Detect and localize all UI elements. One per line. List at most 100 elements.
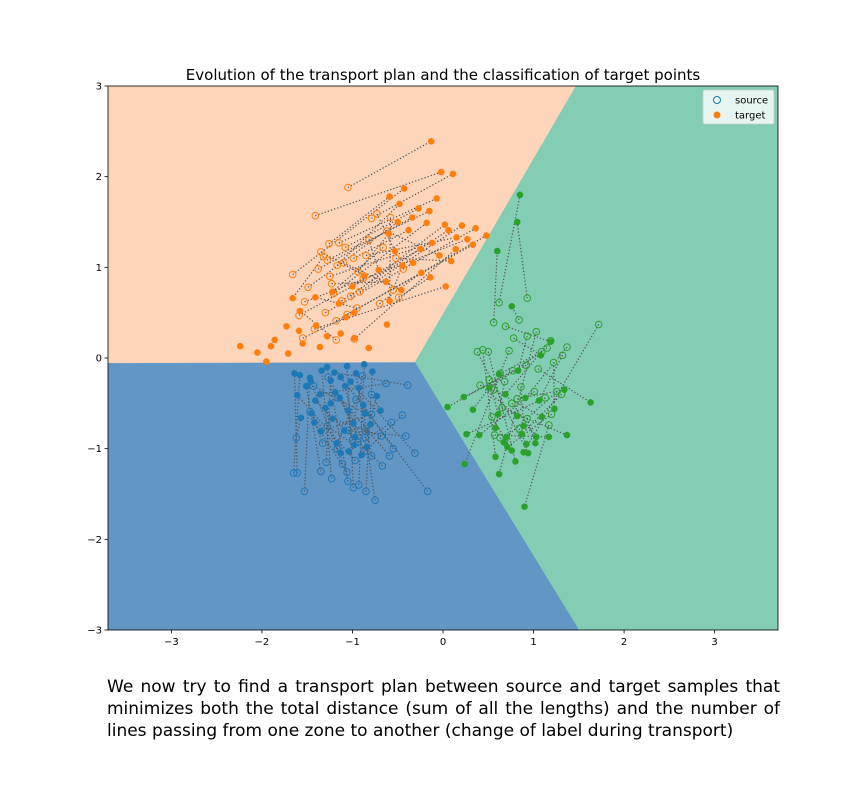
transport-line-green (523, 424, 550, 507)
transport-line-blue (350, 381, 416, 454)
source-point-orange (392, 254, 400, 263)
transport-line-green (493, 250, 498, 323)
target-point-green (533, 433, 540, 441)
target-point-blue (308, 410, 316, 417)
x-tick-label: −1 (345, 637, 360, 648)
legend-box (702, 89, 775, 125)
transport-line-green (479, 384, 518, 417)
target-point-green (492, 424, 499, 432)
transport-line-green (524, 346, 568, 399)
target-point-blue (358, 451, 365, 459)
source-point-green (522, 361, 531, 370)
source-point-blue (382, 379, 390, 388)
x-tick-label: −2 (255, 637, 270, 648)
target-point-green (502, 391, 509, 398)
target-point-blue (297, 414, 305, 422)
target-point-green (444, 403, 451, 411)
target-point-orange (386, 193, 393, 200)
source-point-blue (344, 477, 352, 486)
target-point-orange (427, 138, 435, 145)
transport-line-green (521, 393, 563, 435)
source-point-green (488, 413, 496, 421)
source-point-green (543, 344, 551, 352)
target-point-blue (293, 391, 301, 399)
transport-line-orange (315, 296, 358, 309)
transport-line-green (517, 389, 565, 400)
target-point-orange (472, 225, 479, 232)
target-point-green (521, 503, 528, 511)
y-tick-label: −2 (87, 535, 102, 546)
transport-line-orange (357, 233, 390, 273)
target-point-orange (458, 222, 466, 229)
target-point-blue (327, 400, 335, 407)
source-point-orange (365, 236, 373, 244)
target-point-green (461, 460, 469, 468)
target-point-blue (303, 382, 310, 390)
transport-line-blue (364, 395, 378, 438)
target-point-blue (337, 373, 345, 381)
x-tick-label: 2 (621, 637, 627, 648)
source-point-green (541, 394, 550, 402)
target-point-orange (383, 321, 391, 328)
target-point-green (587, 399, 594, 406)
legend-target-marker (713, 111, 721, 119)
target-point-orange (441, 221, 449, 228)
source-point-green (473, 347, 482, 356)
source-point-blue (293, 469, 302, 477)
transport-line-orange (379, 272, 422, 305)
transport-line-green (466, 397, 546, 435)
source-point-blue (323, 422, 331, 430)
target-point-blue (291, 370, 298, 377)
source-point-orange (375, 299, 384, 308)
transport-line-orange (315, 171, 442, 217)
transport-line-green (552, 362, 555, 409)
source-point-blue (289, 469, 298, 477)
target-point-orange (408, 214, 416, 221)
target-point-green (463, 430, 470, 438)
target-point-green (508, 447, 516, 454)
source-point-green (501, 322, 510, 331)
legend-source-label: source (735, 96, 768, 107)
target-point-blue (361, 410, 369, 417)
region-green (414, 86, 778, 630)
target-point-orange (428, 239, 436, 247)
transport-line-orange (343, 262, 402, 291)
target-point-green (532, 439, 539, 447)
target-point-blue (341, 427, 348, 434)
source-point-green (549, 358, 558, 367)
target-point-green (495, 371, 503, 378)
transport-line-orange (365, 236, 457, 257)
source-point-green (534, 365, 542, 373)
transport-line-blue (321, 370, 333, 479)
target-point-blue (311, 419, 318, 426)
target-point-blue (347, 378, 354, 385)
legend-source-marker (713, 96, 721, 104)
transport-line-blue (336, 399, 357, 444)
target-point-orange (437, 168, 445, 176)
transport-line-green (513, 337, 542, 356)
source-point-green (523, 294, 532, 303)
source-point-green (500, 377, 509, 386)
target-point-orange (284, 350, 292, 357)
source-point-blue (362, 427, 370, 436)
source-point-orange (314, 265, 322, 273)
transport-line-orange (353, 248, 457, 340)
target-point-orange (382, 278, 390, 286)
target-point-blue (345, 448, 353, 455)
target-point-green (460, 393, 468, 401)
transport-line-blue (319, 382, 387, 395)
target-point-orange (323, 332, 331, 340)
source-point-blue (371, 496, 379, 505)
x-tick-label: 0 (440, 637, 446, 648)
source-point-green (547, 410, 556, 419)
target-point-green (561, 386, 568, 394)
source-point-blue (317, 467, 325, 476)
target-point-green (475, 431, 483, 439)
target-point-green (504, 443, 511, 451)
legend: source target (702, 89, 775, 125)
source-point-orange (362, 251, 370, 260)
target-point-blue (333, 439, 341, 447)
transport-line-blue (347, 423, 371, 432)
transport-line-orange (359, 225, 463, 293)
source-point-green (545, 421, 553, 429)
